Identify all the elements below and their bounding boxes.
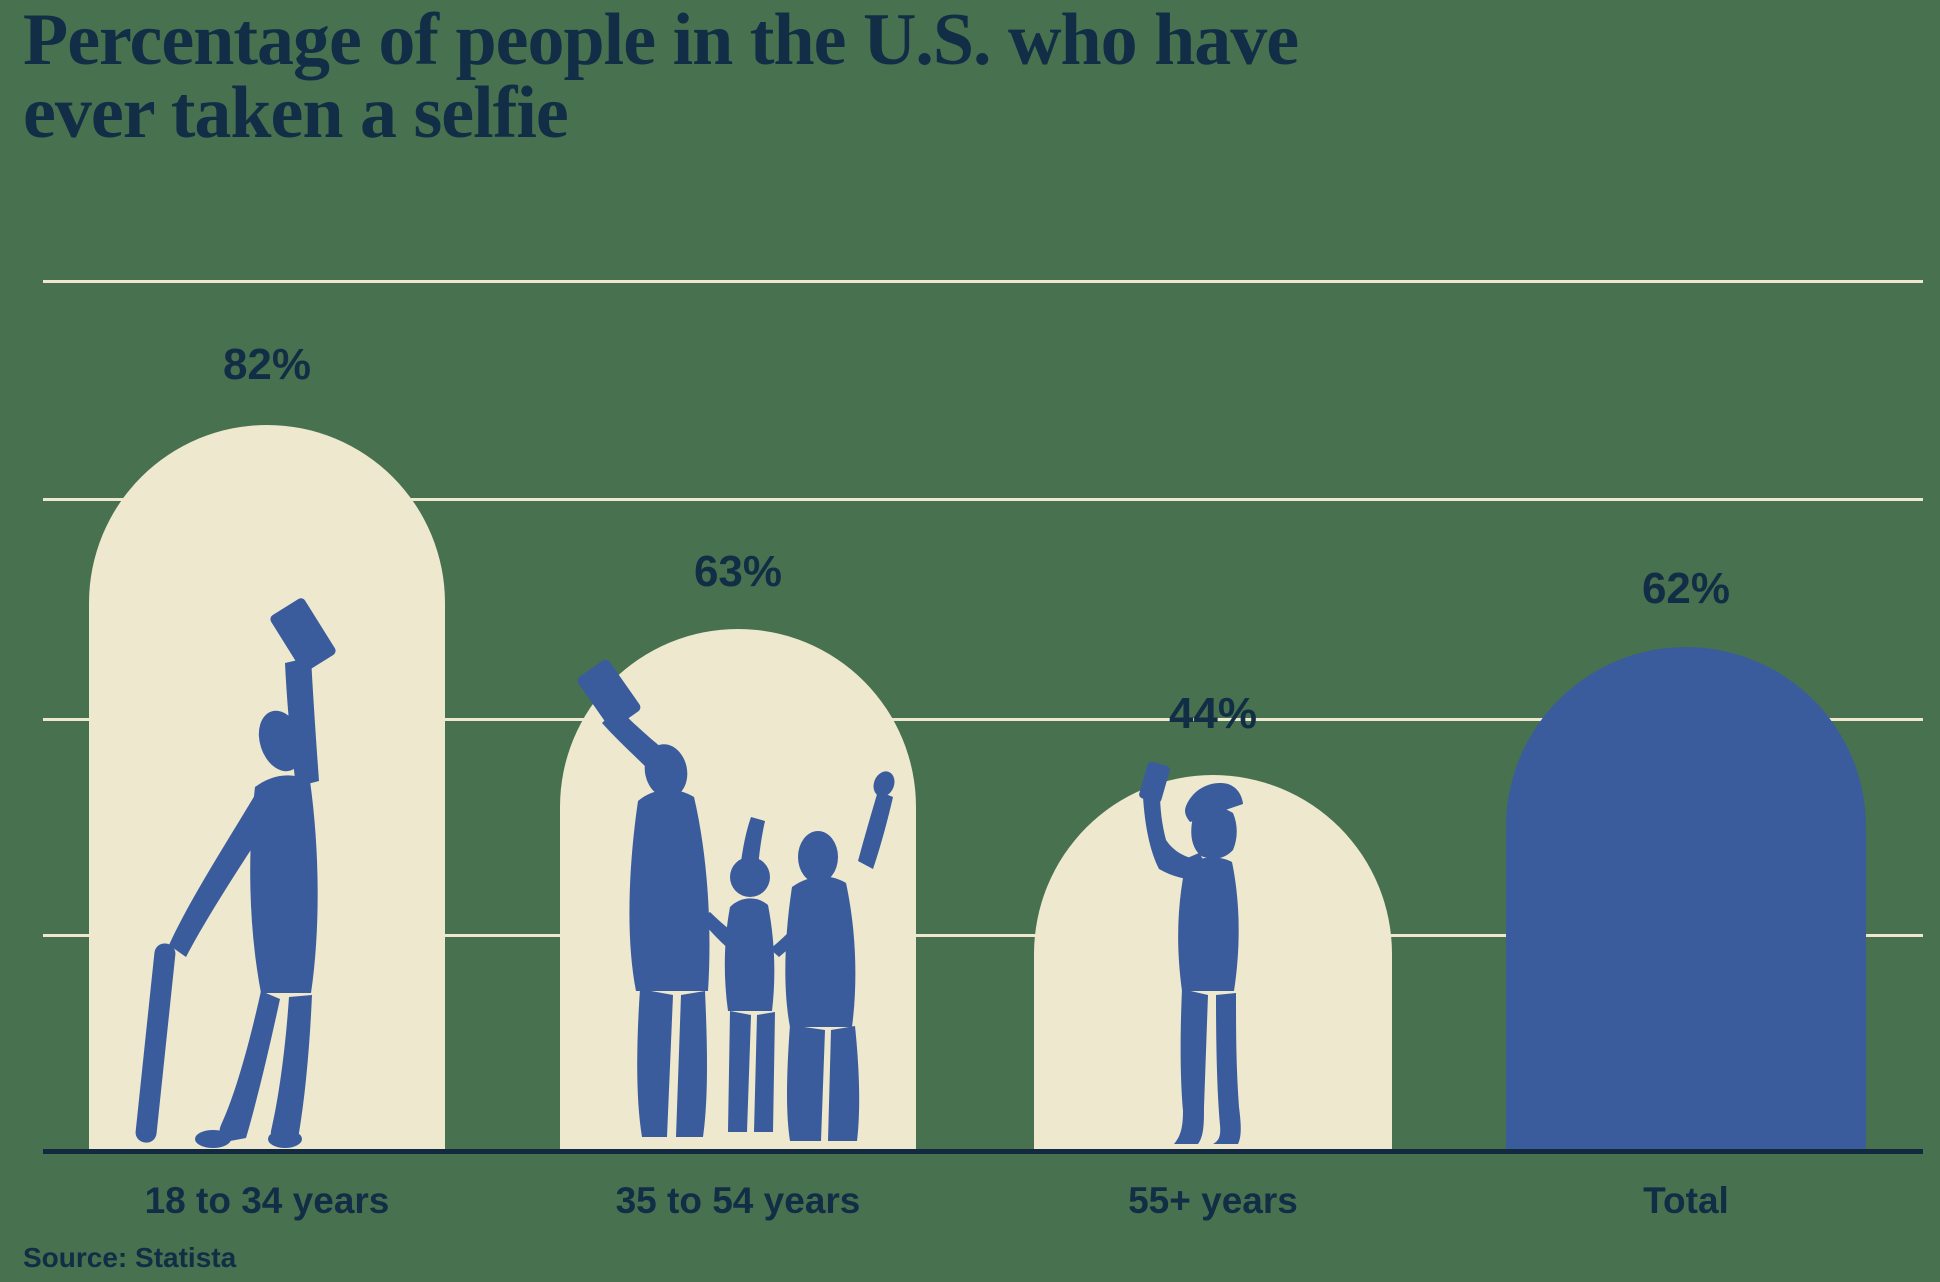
value-label-total: 62%	[1641, 564, 1731, 613]
bar-total	[1506, 647, 1866, 1151]
selfie-family-silhouette	[577, 659, 895, 1141]
chart-title-line2: ever taken a selfie	[23, 72, 569, 154]
chart-title-line1: Percentage of people in the U.S. who hav…	[23, 0, 1299, 81]
value-label-18-to-34: 82%	[222, 340, 312, 389]
source-attribution: Source: Statista	[23, 1242, 237, 1273]
phone-icon	[270, 598, 336, 672]
category-label-18-to-34: 18 to 34 years	[144, 1180, 390, 1221]
value-label-55-plus: 44%	[1168, 689, 1258, 738]
gridline-2	[43, 498, 1923, 501]
x-axis-baseline	[43, 1149, 1923, 1154]
gridline-3	[43, 718, 1923, 721]
value-label-35-to-54: 63%	[693, 547, 783, 596]
gridline-4	[43, 934, 1923, 937]
phone-icon	[1139, 761, 1170, 803]
chart-title: Percentage of people in the U.S. who hav…	[23, 0, 1299, 154]
category-label-35-to-54: 35 to 54 years	[615, 1180, 861, 1221]
category-label-total: Total	[1643, 1180, 1729, 1221]
gridline-1	[43, 280, 1923, 283]
phone-icon	[577, 659, 641, 729]
selfie-person-skateboard-silhouette	[135, 598, 336, 1148]
category-label-55-plus: 55+ years	[1128, 1180, 1298, 1221]
selfie-older-man-silhouette	[1139, 761, 1243, 1144]
